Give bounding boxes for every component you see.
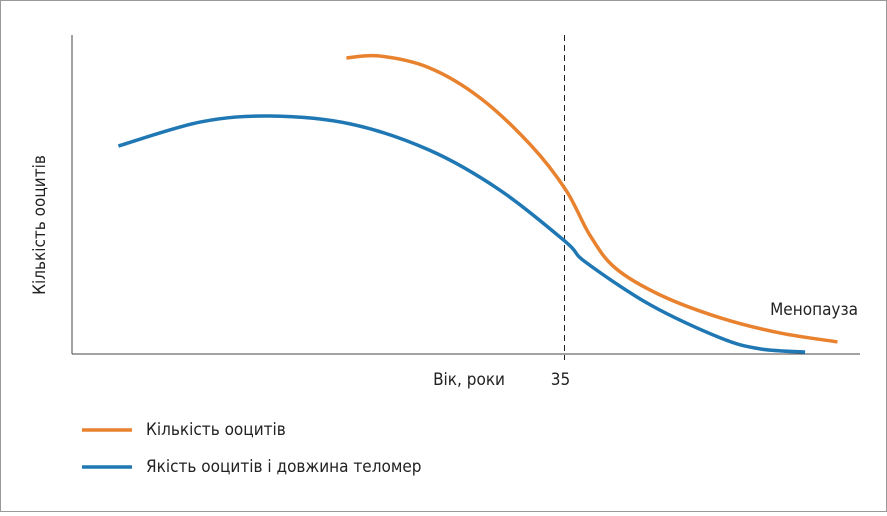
line-series	[117, 114, 806, 354]
x-axis-label: Вік, роки	[433, 370, 505, 390]
y-axis-label: Кількість ооцитів	[30, 155, 50, 295]
line-series	[346, 53, 838, 344]
legend-label: Якість ооцитів і довжина теломер	[146, 457, 422, 477]
legend-label: Кількість ооцитів	[146, 420, 286, 440]
x-tick-label: 35	[551, 370, 570, 390]
annotation: Менопауза	[770, 300, 858, 320]
